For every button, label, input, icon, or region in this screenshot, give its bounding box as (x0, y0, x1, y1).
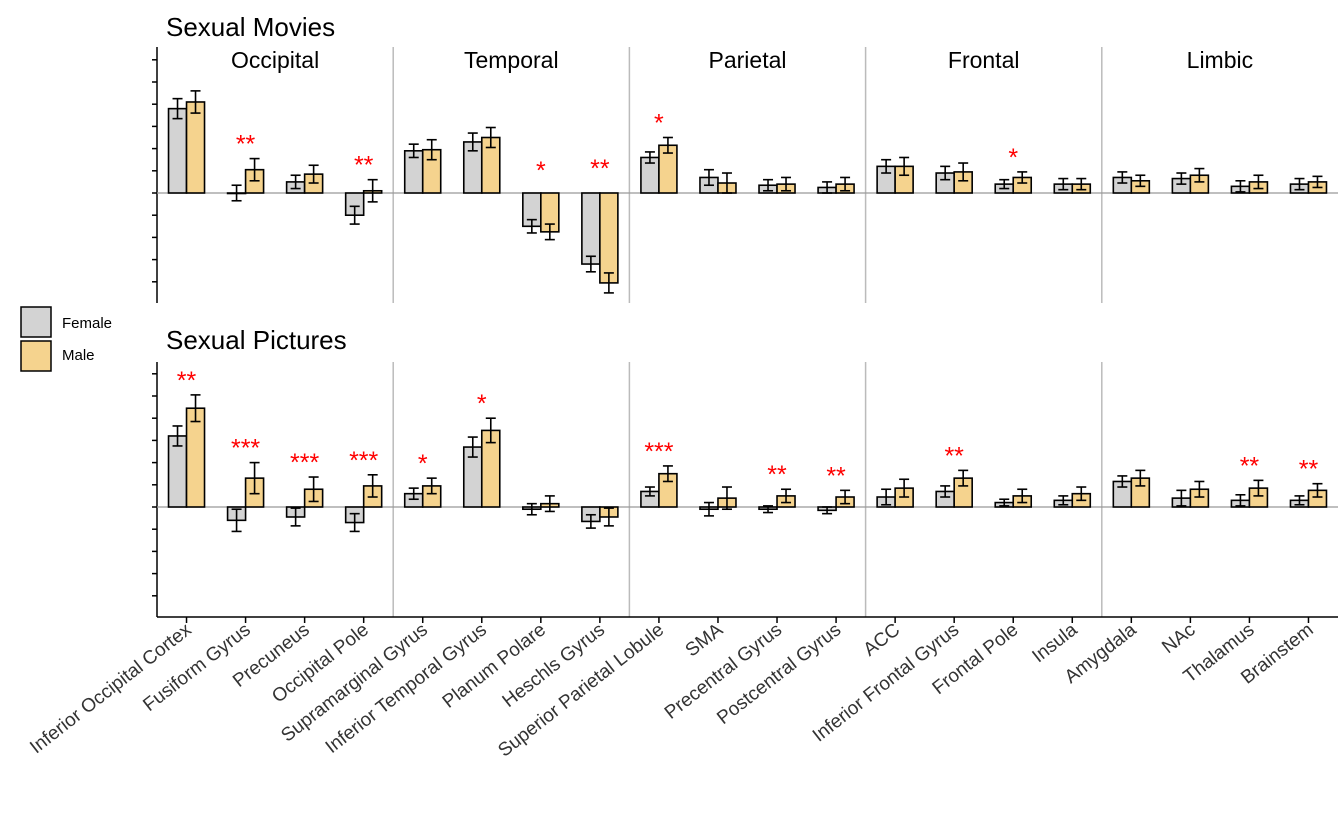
significance-marker: * (1008, 144, 1018, 172)
group-label-occipital: Occipital (231, 47, 319, 73)
significance-marker: ** (826, 462, 846, 490)
significance-marker: * (477, 390, 487, 418)
group-dividers (392, 362, 1103, 617)
group-label-parietal: Parietal (709, 47, 787, 73)
bar-female (581, 192, 601, 265)
significance-marker: *** (231, 435, 260, 463)
panel-sexual-movies: Sexual Movies Occipital Temporal Parietal F… (152, 12, 1338, 303)
significance-marker: * (536, 157, 546, 185)
significance-marker: * (418, 450, 428, 478)
bar-male (599, 192, 619, 284)
x-tick-label: NAc (1158, 619, 1199, 658)
y-axis (152, 362, 1338, 623)
group-label-frontal: Frontal (948, 47, 1020, 73)
group-label-limbic: Limbic (1187, 47, 1253, 73)
bars (167, 90, 1328, 294)
x-tick-label: Fusiform Gyrus (139, 619, 254, 715)
significance-marker: ** (1299, 456, 1319, 484)
bars (167, 394, 1328, 533)
x-tick-label: ACC (860, 619, 905, 660)
significance-marker: * (654, 110, 664, 138)
legend-label-female: Female (62, 315, 112, 332)
significance-marker: ** (767, 461, 787, 489)
group-dividers (392, 47, 1103, 303)
y-axis (152, 47, 1338, 303)
legend: Female Male (20, 306, 112, 372)
significance-marker: ** (944, 442, 964, 470)
significance-markers: **** * **** (236, 110, 1019, 186)
group-labels: Occipital Temporal Parietal Frontal Limbic (231, 47, 1253, 73)
significance-marker: ** (590, 155, 610, 183)
significance-marker: ** (177, 367, 197, 395)
legend-swatch-female (20, 306, 52, 338)
significance-marker: ** (1240, 452, 1260, 480)
bar-male (185, 101, 206, 194)
panel-title-movies: Sexual Movies (166, 12, 335, 42)
x-tick-label: SMA (682, 619, 728, 661)
significance-marker: ** (354, 152, 374, 180)
bar-female (167, 107, 188, 194)
panel-title-pictures: Sexual Pictures (166, 325, 347, 355)
x-tick-label: Insula (1028, 619, 1081, 667)
significance-marker: *** (349, 447, 378, 475)
significance-markers: ******** *** ******* **** ** ** (177, 367, 1319, 490)
legend-label-male: Male (62, 347, 95, 364)
significance-marker: *** (644, 438, 673, 466)
legend-swatch-male (20, 340, 52, 372)
significance-marker: *** (290, 449, 319, 477)
significance-marker: ** (236, 131, 256, 159)
x-tick-label: Planum Polare (439, 619, 550, 712)
panel-sexual-pictures: Sexual Pictures ******** *** ******* **** **… (152, 325, 1338, 623)
bar-male (185, 407, 206, 508)
group-label-temporal: Temporal (464, 47, 559, 73)
